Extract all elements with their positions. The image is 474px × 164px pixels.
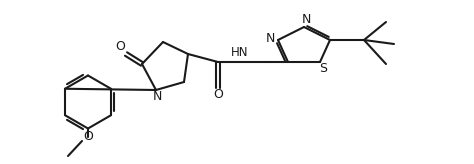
Text: O: O: [83, 131, 93, 144]
Text: O: O: [115, 41, 125, 53]
Text: HN: HN: [231, 47, 248, 60]
Text: O: O: [213, 89, 223, 102]
Text: S: S: [319, 62, 327, 75]
Text: N: N: [301, 13, 310, 27]
Text: N: N: [265, 32, 275, 45]
Text: N: N: [152, 91, 162, 103]
